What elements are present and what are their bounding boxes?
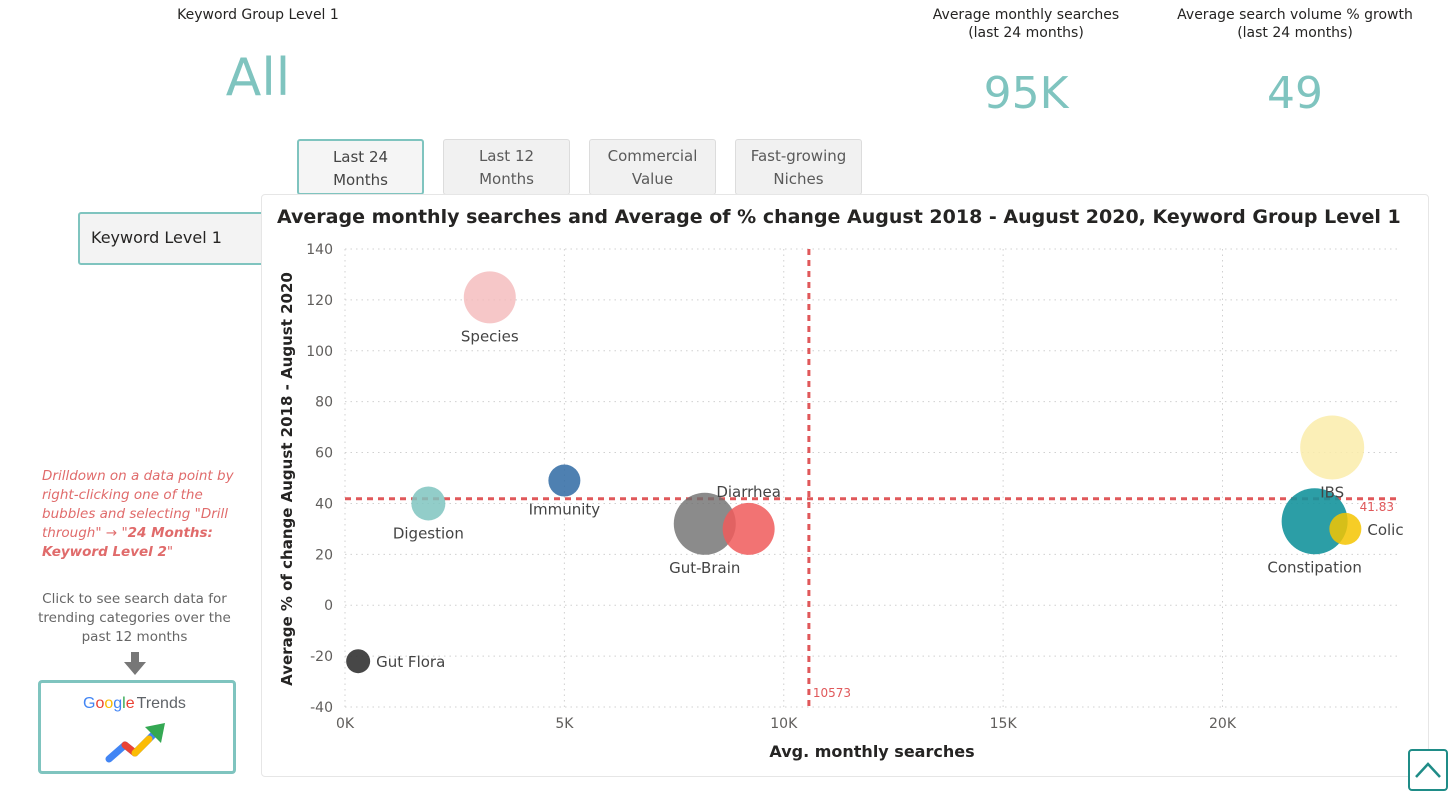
kpi-keyword-group-label: Keyword Group Level 1 <box>177 7 339 23</box>
drill-note-text: Drilldown on a data point by right-click… <box>42 468 234 541</box>
google-letter: l <box>122 695 126 712</box>
kpi-avg-searches-label: Average monthly searches (last 24 months… <box>932 7 1120 41</box>
trends-wordmark: Trends <box>136 695 186 712</box>
drill-through-note: Drilldown on a data point by right-click… <box>42 467 252 562</box>
google-letter: G <box>83 695 96 712</box>
drill-note-target: 24 Months: Keyword Level 2 <box>42 525 213 560</box>
google-letter: o <box>95 695 105 712</box>
kpi-avg-growth-value: 49 <box>1267 68 1323 119</box>
kpi-avg-growth-label: Average search volume % growth (last 24 … <box>1177 7 1413 41</box>
kpi-keyword-group-value: All <box>225 48 291 108</box>
tab-commercial-value[interactable]: Commercial Value <box>589 139 716 195</box>
keyword-level-button[interactable]: Keyword Level 1 <box>78 212 269 265</box>
google-wordmark: Google <box>83 695 135 712</box>
chart-title: Average monthly searches and Average of … <box>277 206 1401 228</box>
google-letter: o <box>104 695 114 712</box>
tab-last-12-months[interactable]: Last 12 Months <box>443 139 570 195</box>
google-trends-logo: Google Trends <box>83 695 186 713</box>
kpi-avg-searches-value: 95K <box>983 68 1069 119</box>
tab-last-24-months[interactable]: Last 24 Months <box>297 139 424 195</box>
trends-hint: Click to see search data for trending ca… <box>38 591 231 645</box>
chart-card <box>261 194 1429 777</box>
tab-fast-growing-niches[interactable]: Fast-growing Niches <box>735 139 862 195</box>
google-letter: e <box>125 695 135 712</box>
trend-arrow-icon <box>105 723 165 763</box>
google-trends-button[interactable]: Google Trends <box>38 680 236 774</box>
google-letter: g <box>113 695 123 712</box>
drill-note-end: " <box>166 544 174 560</box>
chevron-up-icon <box>1415 762 1441 778</box>
arrow-down-icon <box>124 652 146 675</box>
scroll-to-top-button[interactable] <box>1408 749 1448 791</box>
